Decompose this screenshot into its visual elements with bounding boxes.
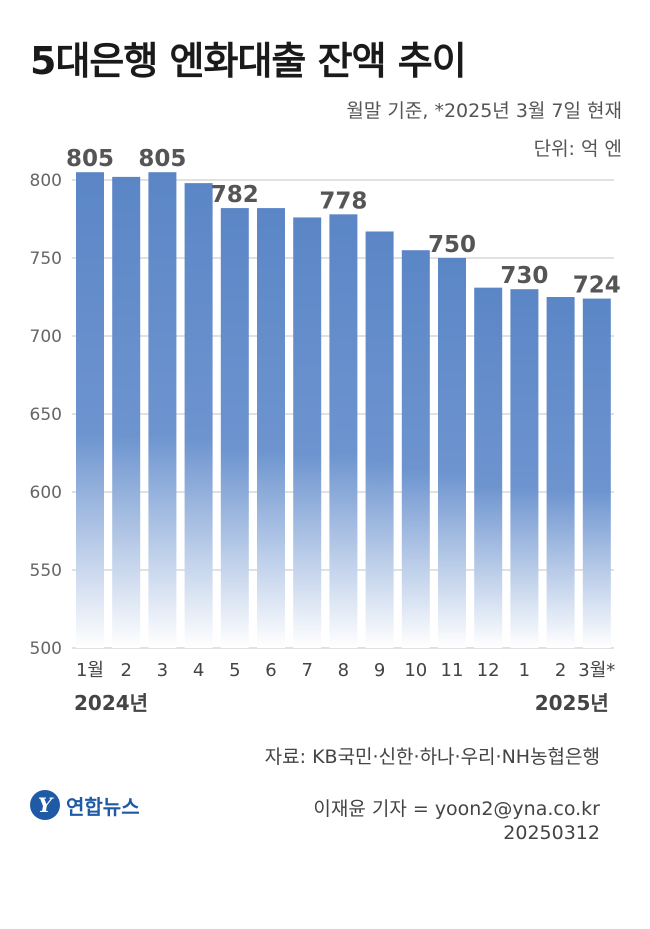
bar: [184, 183, 213, 648]
source-note: 자료: KB국민·신한·하나·우리·NH농협은행: [264, 746, 600, 768]
x-tick-label: 10: [404, 660, 427, 681]
basis-note: 월말 기준, *2025년 3월 7일 현재: [346, 100, 622, 122]
bar: [365, 231, 394, 649]
data-label: 730: [500, 263, 548, 289]
data-label: 782: [211, 182, 259, 208]
y-tick-label: 650: [30, 405, 62, 425]
x-tick-label: 9: [374, 660, 385, 681]
x-tick-label: 1월: [76, 660, 104, 681]
bar: [438, 258, 466, 648]
bar: [112, 176, 141, 648]
logo-text: 연합뉴스: [66, 794, 140, 819]
bars: [76, 172, 611, 649]
reporter-credit: 이재윤 기자 = yoon2@yna.co.kr: [313, 798, 600, 820]
yonhap-logo-icon: Y: [30, 790, 60, 820]
x-axis-ticks: 1월 2 3 4 5 6 7 8 9 10 11 12 1 2 3월*: [76, 660, 615, 681]
data-label: 724: [573, 273, 621, 299]
y-tick-label: 500: [30, 639, 62, 659]
data-label: 778: [319, 188, 367, 214]
x-tick-label: 1: [519, 660, 530, 681]
x-tick-label: 2: [120, 660, 131, 681]
bar: [76, 172, 104, 648]
year-labels: 2024년 2025년: [74, 691, 609, 715]
y-tick-label: 750: [30, 249, 62, 269]
bar: [546, 297, 575, 648]
y-axis-ticks: 500 550 600 650 700 750 800: [30, 171, 62, 659]
data-label: 805: [66, 146, 114, 172]
data-label: 805: [138, 146, 186, 172]
y-tick-label: 550: [30, 561, 62, 581]
x-tick-label: 4: [193, 660, 204, 681]
x-tick-label: 3월*: [578, 660, 615, 681]
bar: [148, 172, 177, 648]
bar: [474, 287, 503, 648]
x-tick-label: 3: [157, 660, 168, 681]
bar: [510, 289, 539, 648]
data-labels: 805 805 782 778 750 730 724: [66, 146, 621, 298]
chart-title: 5대은행 엔화대출 잔액 추이: [30, 39, 467, 83]
y-tick-label: 600: [30, 483, 62, 503]
x-tick-label: 6: [265, 660, 276, 681]
date-code: 20250312: [503, 822, 600, 844]
unit-note: 단위: 억 엔: [533, 138, 622, 160]
data-label: 750: [428, 232, 476, 258]
x-tick-label: 7: [301, 660, 312, 681]
x-tick-label: 2: [555, 660, 566, 681]
year-label: 2024년: [74, 691, 148, 715]
x-tick-label: 5: [229, 660, 240, 681]
y-tick-label: 700: [30, 327, 62, 347]
bar: [220, 208, 249, 648]
y-tick-label: 800: [30, 171, 62, 191]
year-label: 2025년: [535, 691, 609, 715]
bar: [582, 298, 611, 648]
bar: [329, 214, 358, 648]
bar: [293, 217, 322, 648]
yonhap-logo: Y 연합뉴스: [30, 788, 140, 822]
bar: [257, 208, 285, 648]
x-tick-label: 11: [441, 660, 464, 681]
x-tick-label: 8: [338, 660, 349, 681]
bar: [401, 250, 430, 648]
x-tick-label: 12: [477, 660, 500, 681]
